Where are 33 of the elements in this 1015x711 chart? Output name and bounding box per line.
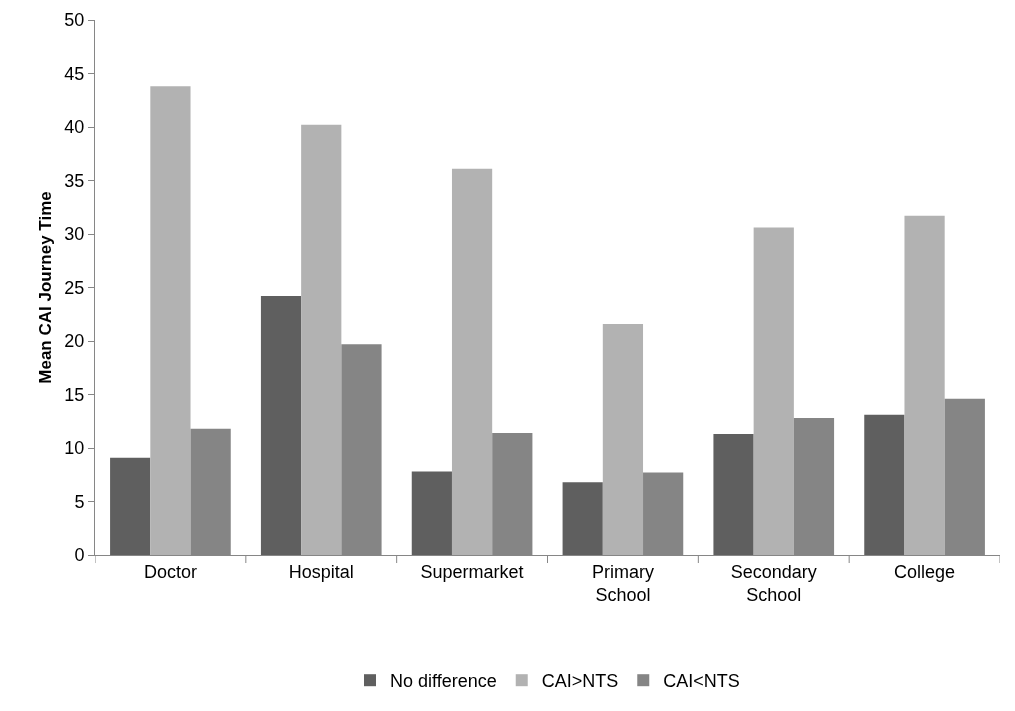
bar [713,434,754,555]
y-tick-label: 40 [64,117,85,138]
bar [864,414,905,555]
x-tick-label: Doctor [143,561,197,582]
legend-label: CAI<NTS [663,671,740,692]
legend-label: No difference [390,671,497,692]
bar [753,227,794,555]
x-tick-label: Secondary School [730,561,817,605]
bar [260,296,302,555]
y-tick-label: 35 [64,170,85,191]
legend-label: CAI>NTS [541,671,619,692]
y-tick-label: 10 [64,438,85,459]
x-tick-label: Hospital [288,561,354,582]
y-tick-label: 20 [64,331,85,352]
y-tick-label: 45 [64,63,85,84]
bar [110,457,151,555]
x-tick-label: Primary School [591,561,654,605]
bar [411,471,452,555]
bar [562,482,603,555]
y-tick-label: 15 [64,384,85,405]
bar [904,215,945,555]
y-tick-label: 0 [74,545,85,566]
y-tick-label: 25 [64,277,85,298]
y-tick-label: 30 [64,224,85,245]
x-tick-label: Supermarket [420,561,524,582]
bar [301,124,342,555]
bar [451,168,493,555]
bar [602,323,644,555]
x-tick-label: College [894,561,956,582]
bar [150,86,191,555]
y-axis-title: Mean CAI Journey Time [36,191,55,384]
y-tick-label: 50 [64,10,85,31]
y-tick-label: 5 [74,491,85,512]
